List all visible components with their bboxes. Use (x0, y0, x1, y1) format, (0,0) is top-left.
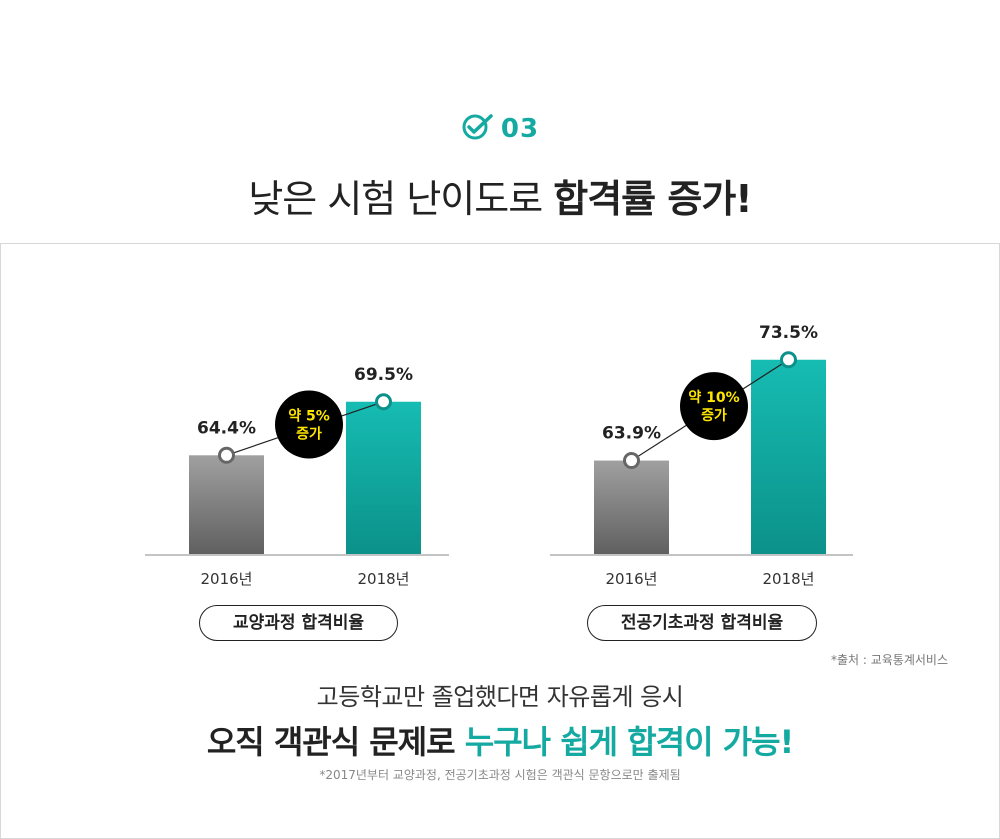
increase-badge-major (680, 372, 748, 441)
chart-caption-major: 전공기초과정 합격비율 (587, 605, 817, 641)
source-note: *출처 : 교육통계서비스 (830, 653, 948, 667)
bar-major-0 (594, 460, 669, 554)
bottom-line2-text: 오직 객관식 문제로 (206, 723, 465, 761)
increase-badge-general (275, 390, 343, 459)
step-indicator: 03 (0, 112, 1000, 146)
chart-caption-general: 교양과정 합격비율 (199, 605, 398, 641)
badge-text-general-0: 약 5% (288, 408, 330, 425)
x-tick-label-major-0: 2016년 (606, 570, 658, 588)
badge-text-major-1: 증가 (701, 408, 727, 424)
value-label-general-1: 69.5% (354, 365, 413, 385)
check-circle-icon (461, 112, 495, 146)
charts-area: 64.4% 2016년 69.5% 2018년 약 5% 증가 63.9% 2016년 73.5… (0, 243, 1000, 663)
point-marker-major-0 (623, 452, 640, 470)
point-marker-general-1 (375, 393, 392, 411)
x-tick-label-major-1: 2018년 (763, 570, 815, 588)
point-marker-major-1 (780, 351, 797, 369)
headline: 낮은 시험 난이도로 합격률 증가! (0, 168, 1000, 223)
value-label-major-0: 63.9% (602, 424, 661, 444)
bottom-line2: 오직 객관식 문제로 누구나 쉽게 합격이 가능! (0, 717, 1000, 763)
bottom-line1: 고등학교만 졸업했다면 자유롭게 응시 (316, 683, 684, 711)
bar-general-0 (189, 455, 264, 554)
value-label-general-0: 64.4% (197, 418, 256, 438)
header-section: 03 낮은 시험 난이도로 합격률 증가! (0, 0, 1000, 243)
badge-text-general-1: 증가 (296, 427, 322, 443)
bar-general-1 (346, 401, 421, 554)
bar-charts: 64.4% 2016년 69.5% 2018년 약 5% 증가 63.9% 2016년 73.5… (145, 323, 853, 588)
x-tick-label-general-1: 2018년 (358, 570, 410, 588)
badge-text-major-0: 약 10% (688, 389, 739, 406)
value-label-major-1: 73.5% (759, 323, 818, 343)
headline-light: 낮은 시험 난이도로 (248, 177, 554, 221)
point-marker-general-0 (218, 446, 235, 464)
step-number: 03 (500, 114, 540, 144)
footnote: *2017년부터 교양과정, 전공기초과정 시험은 객관식 문항으로만 출제됨 (319, 768, 681, 782)
bottom-line2-accent: 누구나 쉽게 합격이 가능! (464, 723, 794, 761)
bar-major-1 (751, 359, 826, 554)
x-tick-label-general-0: 2016년 (201, 570, 253, 588)
headline-bold: 합격률 증가! (553, 177, 752, 221)
